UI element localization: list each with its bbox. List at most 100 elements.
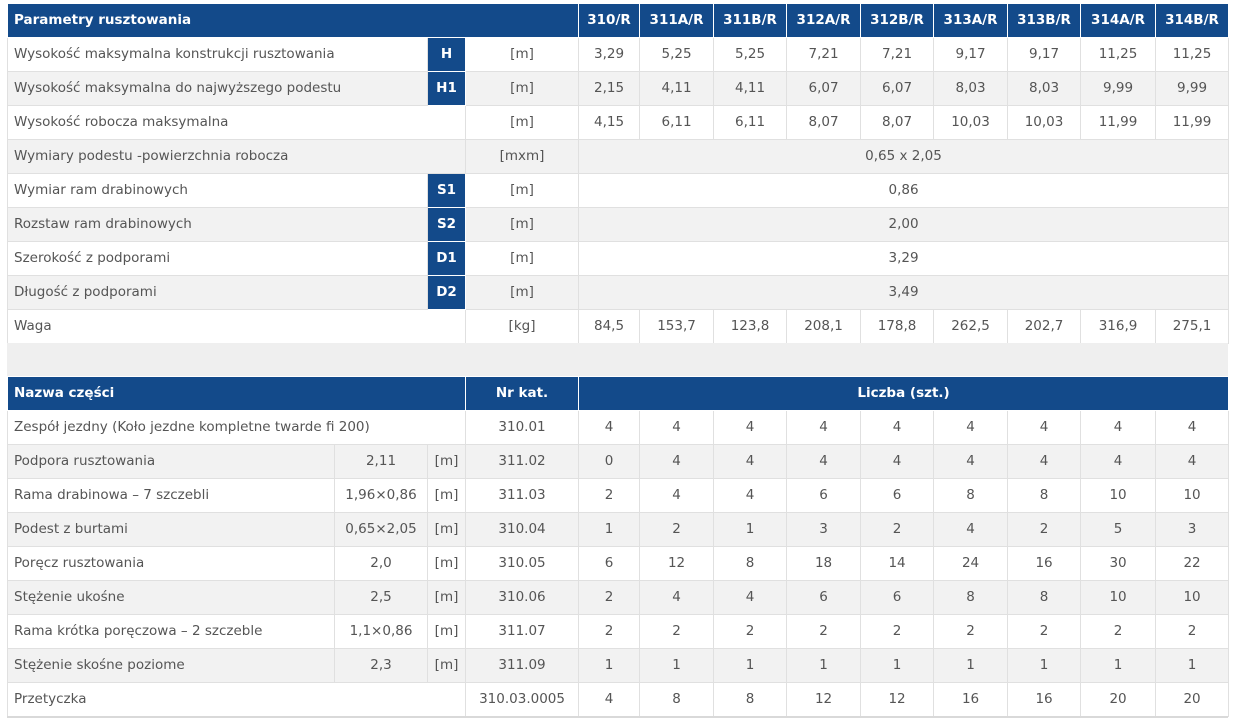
catalog-number-header: Nr kat. bbox=[465, 376, 580, 411]
part-quantity: 4 bbox=[639, 580, 715, 615]
part-catalog-number: 310.04 bbox=[465, 512, 580, 547]
part-quantity: 1 bbox=[578, 512, 641, 547]
part-quantity: 2 bbox=[578, 580, 641, 615]
part-unit: [m] bbox=[426, 648, 467, 683]
part-row: Podpora rusztowania 2,11 [m] 311.02 0 4 4 4 4 4 4 4… bbox=[7, 444, 1230, 479]
part-quantity: 20 bbox=[1080, 682, 1157, 717]
parameter-value: 10,03 bbox=[933, 105, 1009, 140]
part-quantity: 24 bbox=[933, 546, 1009, 581]
parameter-row: Wymiary podestu -powierzchnia robocza [mx… bbox=[7, 139, 1230, 174]
part-quantity: 10 bbox=[1080, 580, 1157, 615]
part-quantity: 1 bbox=[713, 648, 788, 683]
part-quantity: 2 bbox=[860, 614, 935, 649]
parts-header-row: Nazwa części Nr kat. Liczba (szt.) bbox=[6, 376, 1230, 411]
part-unit: [m] bbox=[426, 546, 467, 581]
part-quantity: 2 bbox=[786, 614, 862, 649]
parameter-unit: [m] bbox=[464, 105, 580, 140]
part-quantity: 10 bbox=[1155, 580, 1230, 615]
part-catalog-number: 310.01 bbox=[465, 410, 580, 445]
model-header-314b-r: 314B/R bbox=[1155, 3, 1230, 38]
parameter-value: 4,11 bbox=[713, 71, 788, 106]
model-header-312a-r: 312A/R bbox=[786, 3, 862, 38]
part-quantity: 1 bbox=[786, 648, 862, 683]
part-size: 2,3 bbox=[334, 648, 428, 683]
part-quantity: 6 bbox=[786, 478, 862, 513]
part-quantity: 4 bbox=[713, 410, 788, 445]
parameter-value: 84,5 bbox=[578, 309, 641, 344]
parameter-value: 5,25 bbox=[639, 37, 715, 72]
part-quantity: 2 bbox=[1080, 614, 1157, 649]
part-quantity: 8 bbox=[1007, 478, 1082, 513]
parameter-unit: [m] bbox=[464, 241, 580, 276]
parameter-row: Długość z podporami D2 [m] 3,49 bbox=[7, 275, 1230, 310]
parameter-unit: [m] bbox=[464, 37, 580, 72]
part-quantity: 2 bbox=[578, 478, 641, 513]
part-quantity: 4 bbox=[1007, 410, 1082, 445]
parameter-unit: [m] bbox=[464, 71, 580, 106]
part-row: Stężenie ukośne 2,5 [m] 310.06 2 4 4 6 6 8 8 10 10 bbox=[7, 580, 1230, 615]
parameter-label: Wysokość maksymalna konstrukcji rusztowa… bbox=[7, 37, 428, 72]
part-quantity: 6 bbox=[860, 580, 935, 615]
scaffold-parameters-table: Parametry rusztowania 310/R 311A/R 311B/R 31… bbox=[6, 3, 1230, 344]
part-quantity: 4 bbox=[1080, 444, 1157, 479]
parameter-symbol: H bbox=[427, 37, 466, 72]
part-quantity: 2 bbox=[713, 614, 788, 649]
part-name: Zespół jezdny (Koło jezdne kompletne twa… bbox=[6, 410, 467, 445]
parameter-value: 153,7 bbox=[639, 309, 715, 344]
model-header-312b-r: 312B/R bbox=[860, 3, 935, 38]
part-name: Poręcz rusztowania bbox=[7, 546, 335, 581]
part-row: Podest z burtami 0,65×2,05 [m] 310.04 1 2 1 3 2 4… bbox=[7, 512, 1230, 547]
parameter-value: 3,29 bbox=[578, 37, 641, 72]
model-header-313b-r: 313B/R bbox=[1007, 3, 1082, 38]
part-size: 1,1×0,86 bbox=[334, 614, 428, 649]
parameter-row: Wymiar ram drabinowych S1 [m] 0,86 bbox=[7, 173, 1230, 208]
parameter-unit: [m] bbox=[464, 207, 580, 242]
part-catalog-number: 310.05 bbox=[465, 546, 580, 581]
parameter-row: Wysokość maksymalna do najwyższego podes… bbox=[7, 71, 1230, 106]
model-header-311b-r: 311B/R bbox=[713, 3, 788, 38]
part-quantity: 4 bbox=[786, 444, 862, 479]
part-quantity: 3 bbox=[1155, 512, 1230, 547]
part-quantity: 4 bbox=[1080, 410, 1157, 445]
part-quantity: 10 bbox=[1155, 478, 1230, 513]
part-quantity: 4 bbox=[933, 410, 1009, 445]
part-quantity: 8 bbox=[933, 580, 1009, 615]
parameter-shared-value: 2,00 bbox=[578, 207, 1230, 242]
part-quantity: 1 bbox=[860, 648, 935, 683]
part-quantity: 30 bbox=[1080, 546, 1157, 581]
part-name: Podest z burtami bbox=[7, 512, 335, 547]
parameter-value: 5,25 bbox=[713, 37, 788, 72]
parameter-row: Wysokość robocza maksymalna [m] 4,15 6,11 6,… bbox=[7, 105, 1230, 140]
part-quantity: 2 bbox=[933, 614, 1009, 649]
part-quantity: 8 bbox=[933, 478, 1009, 513]
parameter-value: 6,07 bbox=[786, 71, 862, 106]
parameter-value: 11,25 bbox=[1080, 37, 1157, 72]
parameter-value: 8,03 bbox=[933, 71, 1009, 106]
part-quantity: 4 bbox=[639, 444, 715, 479]
parameter-value: 6,11 bbox=[713, 105, 788, 140]
part-unit: [m] bbox=[426, 614, 467, 649]
parameter-value: 11,99 bbox=[1155, 105, 1230, 140]
part-quantity: 2 bbox=[860, 512, 935, 547]
part-quantity: 6 bbox=[578, 546, 641, 581]
parameter-symbol: H1 bbox=[427, 71, 466, 106]
parameter-row: Wysokość maksymalna konstrukcji rusztowa… bbox=[7, 37, 1230, 72]
part-quantity: 1 bbox=[1007, 648, 1082, 683]
part-quantity: 16 bbox=[933, 682, 1009, 717]
parameters-title: Parametry rusztowania bbox=[6, 3, 580, 38]
model-header-313a-r: 313A/R bbox=[933, 3, 1009, 38]
part-quantity: 8 bbox=[713, 546, 788, 581]
part-quantity: 1 bbox=[713, 512, 788, 547]
part-unit: [m] bbox=[426, 478, 467, 513]
part-quantity: 1 bbox=[639, 648, 715, 683]
part-quantity: 4 bbox=[578, 410, 641, 445]
part-quantity: 4 bbox=[1007, 444, 1082, 479]
parameter-value: 2,15 bbox=[578, 71, 641, 106]
parameter-value: 11,99 bbox=[1080, 105, 1157, 140]
part-name: Podpora rusztowania bbox=[7, 444, 335, 479]
parameter-symbol: D2 bbox=[427, 275, 466, 310]
part-quantity: 12 bbox=[639, 546, 715, 581]
parameter-value: 8,07 bbox=[786, 105, 862, 140]
quantity-header: Liczba (szt.) bbox=[578, 376, 1230, 411]
part-catalog-number: 310.03.0005 bbox=[465, 682, 580, 717]
